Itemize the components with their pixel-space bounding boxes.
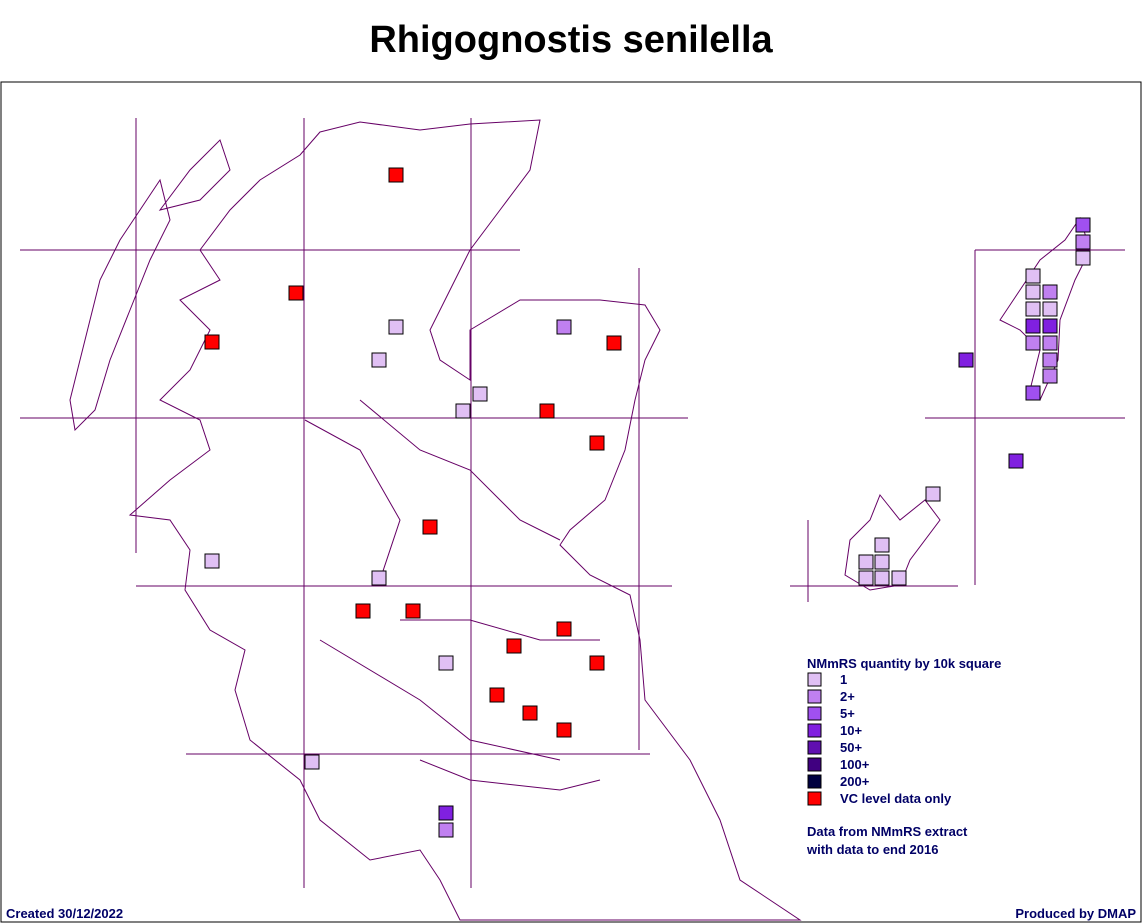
legend-label: 5+ [840, 706, 855, 721]
record-square [288, 285, 304, 301]
record-square [1025, 335, 1041, 351]
legend-label: 200+ [840, 774, 870, 789]
record-square [1042, 335, 1058, 351]
frame [0, 81, 1142, 923]
record-square [539, 403, 555, 419]
legend-title: NMmRS quantity by 10k square [807, 656, 1001, 671]
legend-label: 50+ [840, 740, 862, 755]
record-square [204, 334, 220, 350]
record-square [1042, 368, 1058, 384]
legend-swatch [807, 689, 822, 704]
legend-label: VC level data only [840, 791, 952, 806]
legend-swatch [807, 791, 822, 806]
record-square [1042, 352, 1058, 368]
legend-swatch [807, 757, 822, 772]
record-square [489, 687, 505, 703]
record-square [438, 822, 454, 838]
record-square [472, 386, 488, 402]
record-square [589, 655, 605, 671]
record-square [388, 167, 404, 183]
record-square [925, 486, 941, 502]
record-square [1025, 301, 1041, 317]
legend-swatch [807, 672, 822, 687]
record-square [858, 570, 874, 586]
record-square [1008, 453, 1024, 469]
record-square [355, 603, 371, 619]
legend-swatch [807, 723, 822, 738]
legend-label: 2+ [840, 689, 855, 704]
note-line: Data from NMmRS extract [807, 824, 968, 839]
record-square [556, 621, 572, 637]
record-square [1042, 301, 1058, 317]
record-square [1042, 318, 1058, 334]
record-square [874, 537, 890, 553]
legend-swatch [807, 706, 822, 721]
record-square [506, 638, 522, 654]
record-square [606, 335, 622, 351]
legend: NMmRS quantity by 10k square 1 2+ 5+ 10+ 50+… [807, 656, 1001, 806]
record-square [1042, 284, 1058, 300]
record-square [1025, 385, 1041, 401]
record-square [438, 655, 454, 671]
record-square [405, 603, 421, 619]
record-square [958, 352, 974, 368]
record-square [438, 805, 454, 821]
record-square [556, 722, 572, 738]
record-square [1075, 217, 1091, 233]
record-square [1025, 284, 1041, 300]
record-square [1075, 250, 1091, 266]
legend-label: 100+ [840, 757, 870, 772]
record-square [858, 554, 874, 570]
note-line: with data to end 2016 [806, 842, 938, 857]
record-square [371, 570, 387, 586]
record-square [455, 403, 471, 419]
legend-swatch [807, 740, 822, 755]
record-square [304, 754, 320, 770]
record-square [891, 570, 907, 586]
legend-label: 1 [840, 672, 847, 687]
record-square [422, 519, 438, 535]
legend-label: 10+ [840, 723, 862, 738]
produced: Produced by DMAP [1015, 906, 1136, 921]
record-square [874, 570, 890, 586]
record-square [522, 705, 538, 721]
legend-swatch [807, 774, 822, 789]
record-square [1025, 318, 1041, 334]
record-square [371, 352, 387, 368]
record-square [589, 435, 605, 451]
created: Created 30/12/2022 [6, 906, 123, 921]
record-square [388, 319, 404, 335]
title: Rhigognostis senilella [369, 19, 773, 61]
records [204, 167, 1091, 838]
grid-lines [20, 118, 1125, 888]
record-square [1025, 268, 1041, 284]
record-square [874, 554, 890, 570]
record-square [556, 319, 572, 335]
record-square [204, 553, 220, 569]
record-square [1075, 234, 1091, 250]
